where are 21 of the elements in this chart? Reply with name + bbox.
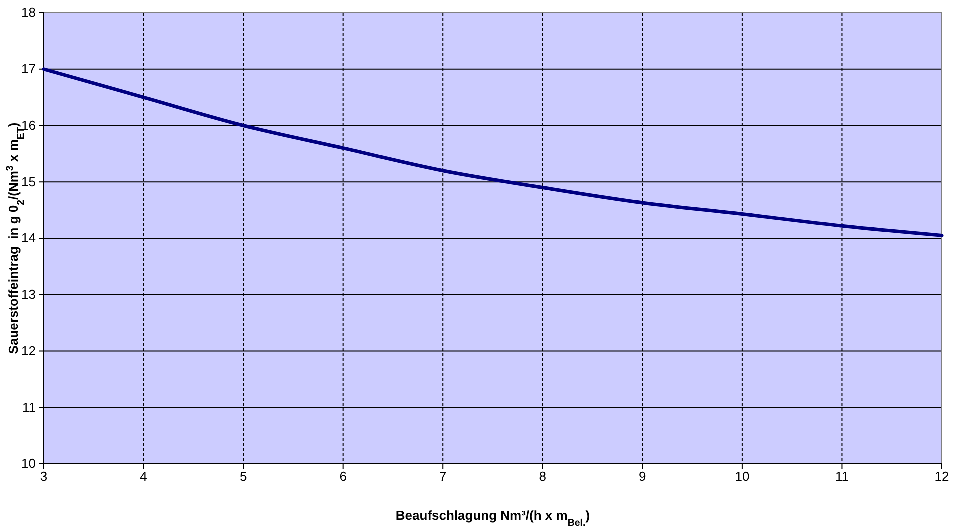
y-tick-label: 13 (22, 287, 36, 302)
x-axis-title: Beaufschlagung Nm³/(h x m$_{Bel.}$) (396, 508, 590, 528)
x-tick-label: 7 (439, 469, 447, 484)
y-tick-label: 17 (22, 62, 36, 77)
y-tick-label: 12 (22, 343, 36, 358)
y-tick-label: 10 (22, 456, 36, 472)
x-tick-label: 12 (934, 469, 950, 484)
x-tick-label: 6 (340, 469, 347, 484)
y-tick-label: 18 (22, 5, 36, 20)
x-tick-label: 9 (639, 469, 646, 484)
y-tick-label: 16 (22, 118, 36, 133)
y-tick-label: 11 (22, 400, 36, 415)
x-tick-label: 5 (240, 469, 248, 484)
x-tick-label: 11 (835, 469, 849, 484)
x-tick-label: 3 (40, 469, 48, 484)
x-tick-label: 10 (735, 469, 750, 484)
line-series (42, 68, 944, 238)
y-tick-label: 14 (22, 230, 36, 246)
y-tick-label: 15 (22, 174, 36, 190)
x-tick-label: 8 (539, 469, 547, 484)
x-tick-label: 4 (140, 469, 148, 484)
